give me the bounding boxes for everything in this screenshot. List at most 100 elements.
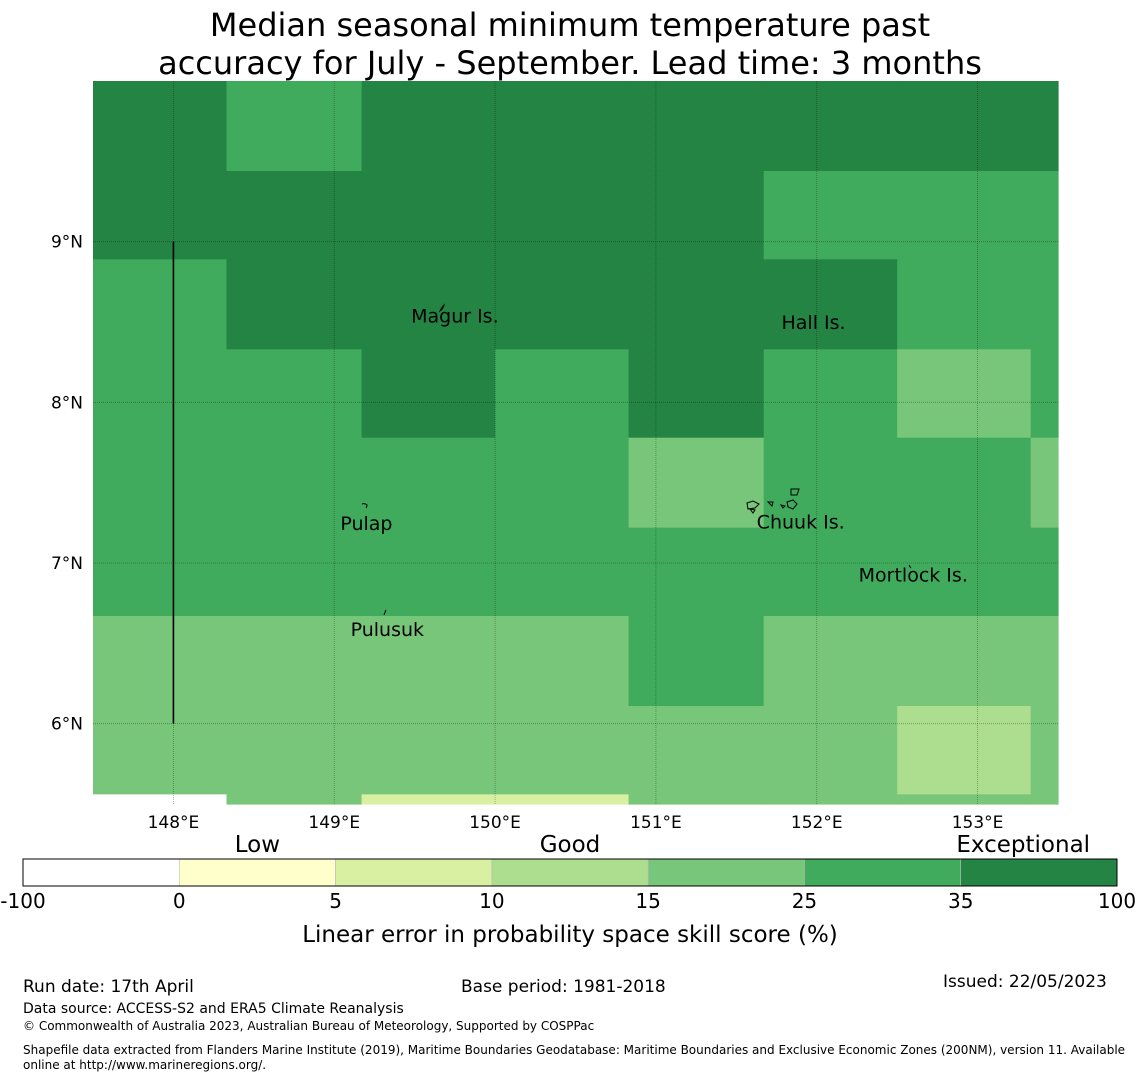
skill-cell: [897, 794, 1032, 805]
island-outline-chuuk-5: [790, 488, 800, 496]
map-title-line-2: accuracy for July - September. Lead time…: [158, 44, 982, 82]
skill-cell: [226, 527, 363, 617]
skill-cell: [226, 437, 363, 529]
skill-cell: [628, 616, 765, 707]
lon-tick-label: 153°E: [952, 813, 1004, 833]
skill-cell: [1030, 794, 1059, 805]
base-period: Base period: 1981-2018: [461, 977, 666, 997]
colorbar-swatch: [491, 858, 649, 887]
skill-cell: [763, 527, 898, 617]
map-figure: Magur Is. Hall Is. Pulap Chuuk Is. Mortlock …: [0, 81, 1136, 948]
skill-cell: [628, 527, 765, 617]
colorbar-legend: -100 0 5 10 15 25 35 100 Low Good Exceptional Linea…: [0, 832, 1136, 948]
skill-cell: [763, 437, 898, 529]
lat-tick-label: 6°N: [51, 715, 83, 735]
skill-cell: [628, 81, 765, 172]
skill-cell: [1030, 81, 1059, 172]
skill-cell: [361, 170, 496, 260]
skill-cell: [897, 705, 1032, 795]
map-title-line-1: Median seasonal minimum temperature past: [209, 6, 931, 44]
colorbar-tick-label: 0: [173, 889, 186, 913]
colorbar-swatch: [22, 858, 180, 887]
colorbar-tick-label: -100: [0, 889, 45, 913]
place-label: Magur Is.: [411, 306, 499, 328]
place-label: Mortlock Is.: [859, 564, 968, 586]
lon-tick-label: 148°E: [148, 813, 200, 833]
skill-cell: [93, 259, 228, 350]
skill-cell: [93, 616, 228, 707]
skill-cell: [1030, 616, 1059, 707]
skill-cell: [361, 437, 496, 529]
skill-cell: [495, 705, 630, 795]
skill-cell: [763, 349, 898, 439]
island-outline-chuuk-6: [786, 499, 798, 510]
skill-cell: [361, 794, 496, 805]
skill-cell: [1030, 705, 1059, 795]
colorbar-tick-label: 15: [635, 889, 660, 913]
lat-tick-label: 8°N: [51, 393, 83, 413]
skill-cell: [763, 170, 898, 260]
skill-cell: [93, 349, 228, 439]
skill-cell: [361, 705, 496, 795]
skill-cell: [628, 349, 765, 439]
skill-cell: [93, 794, 228, 805]
skill-cell: [226, 81, 363, 172]
skill-cell: [226, 794, 363, 805]
skill-cell: [93, 170, 228, 260]
skill-cell: [1030, 437, 1059, 529]
skill-cell: [93, 437, 228, 529]
lon-tick-label: 151°E: [630, 813, 682, 833]
skill-cell: [226, 705, 363, 795]
colorbar-tick-label: 35: [948, 889, 973, 913]
island-outlines: [361, 303, 912, 616]
skill-cell: [628, 259, 765, 350]
island-outline-magur: [438, 303, 445, 313]
skill-cell: [897, 81, 1032, 172]
island-outline-chuuk-2: [748, 508, 756, 514]
skill-cell: [763, 81, 898, 172]
skill-cell: [763, 259, 898, 350]
island-outline-chuuk-3: [766, 501, 774, 507]
skill-cell: [897, 616, 1032, 707]
skill-cell: [897, 170, 1032, 260]
colorbar-swatch: [647, 858, 805, 887]
skill-cell: [897, 259, 1032, 350]
lon-tick-label: 150°E: [469, 813, 521, 833]
place-label: Hall Is.: [781, 312, 845, 334]
skill-cell: [628, 705, 765, 795]
island-outline-chuuk-1: [746, 500, 760, 510]
skill-cell: [897, 527, 1032, 617]
skill-cell: [628, 794, 765, 805]
skill-cell: [361, 616, 496, 707]
skill-cell: [897, 437, 1032, 529]
copyright-notice: © Commonwealth of Australia 2023, Austra…: [23, 1019, 595, 1033]
place-labels: Magur Is. Hall Is. Pulap Chuuk Is. Mortlock …: [340, 306, 968, 641]
place-label: Pulap: [340, 513, 392, 535]
island-outline-pulusuk: [383, 609, 387, 616]
skill-cell: [495, 794, 630, 805]
skill-cell: [763, 616, 898, 707]
shapefile-credit-line-2: online at http://www.marineregions.org/.: [23, 1058, 267, 1072]
data-source: Data source: ACCESS-S2 and ERA5 Climate …: [23, 1001, 404, 1017]
colorbar-swatch: [335, 858, 493, 887]
skill-cell: [1030, 349, 1059, 439]
island-outline-pulap: [361, 503, 368, 509]
skill-cell: [226, 170, 363, 260]
skill-cell: [1030, 170, 1059, 260]
lat-tick-label: 9°N: [51, 233, 83, 253]
colorbar-frame: [22, 858, 1118, 887]
skill-cell: [495, 437, 630, 529]
skill-cell: [361, 259, 496, 350]
shapefile-credit-line-1: Shapefile data extracted from Flanders M…: [23, 1043, 1126, 1057]
map-title: Median seasonal minimum temperature past…: [0, 6, 1140, 82]
skill-cell: [897, 349, 1032, 439]
colorbar-tick-label: 100: [1098, 889, 1136, 913]
skill-cell: [628, 437, 765, 529]
colorbar-tick-label: 10: [479, 889, 504, 913]
colorbar-swatch: [178, 858, 336, 887]
lat-tick-label: 7°N: [51, 554, 83, 574]
lon-tick-label: 149°E: [308, 813, 360, 833]
skill-cell: [1030, 259, 1059, 350]
skill-cell: [495, 170, 630, 260]
island-outline-mortlock: [908, 564, 912, 569]
